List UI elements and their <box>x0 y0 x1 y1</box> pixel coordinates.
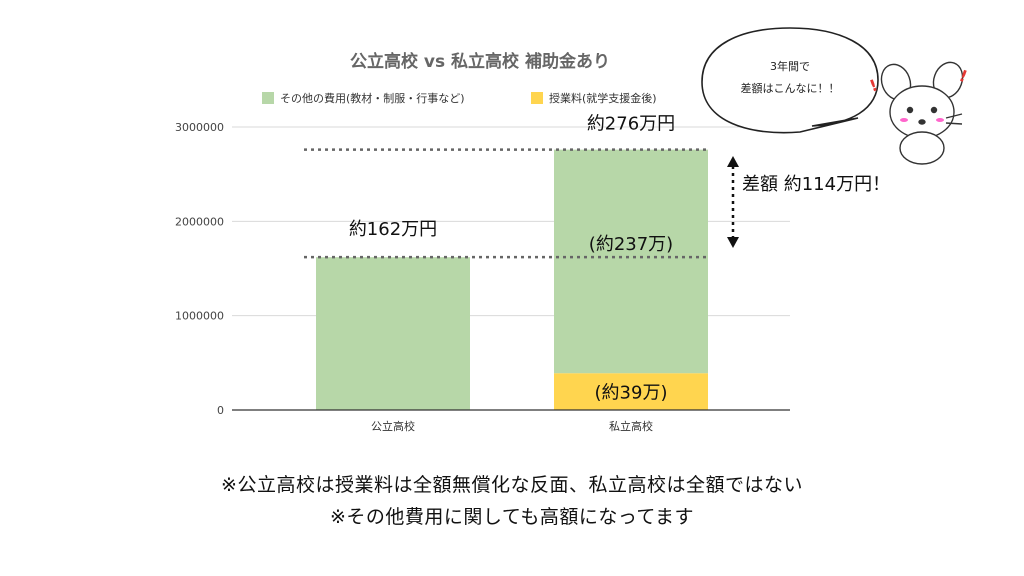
data-label-private-other: (約237万) <box>589 234 673 255</box>
difference-label: 差額 約114万円！ <box>742 174 890 195</box>
legend-label: 授業料(就学支援金後) <box>549 91 657 105</box>
gridlines: 0 1000000 2000000 3000000 <box>175 121 790 417</box>
bars <box>316 149 708 410</box>
legend: その他の費用(教材・制服・行事など) 授業料(就学支援金後) <box>262 91 657 105</box>
y-tick-label: 1000000 <box>175 310 224 323</box>
data-label-public-total: 約162万円 <box>349 219 437 240</box>
data-label-private-tuition: (約39万) <box>595 383 668 404</box>
data-label-private-total: 約276万円 <box>587 114 675 135</box>
legend-swatch <box>531 92 543 104</box>
legend-swatch <box>262 92 274 104</box>
speech-bubble-line1: 3年間で <box>770 59 810 73</box>
legend-label: その他の費用(教材・制服・行事など) <box>280 91 465 105</box>
x-tick-label: 公立高校 <box>371 419 415 433</box>
axis: 公立高校 私立高校 <box>232 409 790 433</box>
bar-segment <box>316 257 470 410</box>
footnote-1: ※公立高校は授業料は全額無償化な反面、私立高校は全額ではない <box>221 474 803 496</box>
y-tick-label: 2000000 <box>175 215 224 228</box>
speech-bubble: 3年間で 差額はこんなに！！ <box>701 27 879 134</box>
x-tick-label: 私立高校 <box>609 419 653 433</box>
reference-lines <box>304 148 710 259</box>
y-tick-label: 0 <box>217 404 224 417</box>
difference-arrow-icon <box>727 156 739 248</box>
y-tick-label: 3000000 <box>175 121 224 134</box>
bar-segment <box>554 149 708 374</box>
data-labels: 約162万円 約276万円 (約237万) (約39万) <box>349 114 675 404</box>
footnote-2: ※その他費用に関しても高額になってます <box>329 506 694 528</box>
chart-title: 公立高校 vs 私立高校 補助金あり <box>350 51 610 72</box>
bar-segment <box>554 373 708 410</box>
mouse-icon <box>880 61 964 165</box>
speech-bubble-line2: 差額はこんなに！！ <box>741 81 840 95</box>
